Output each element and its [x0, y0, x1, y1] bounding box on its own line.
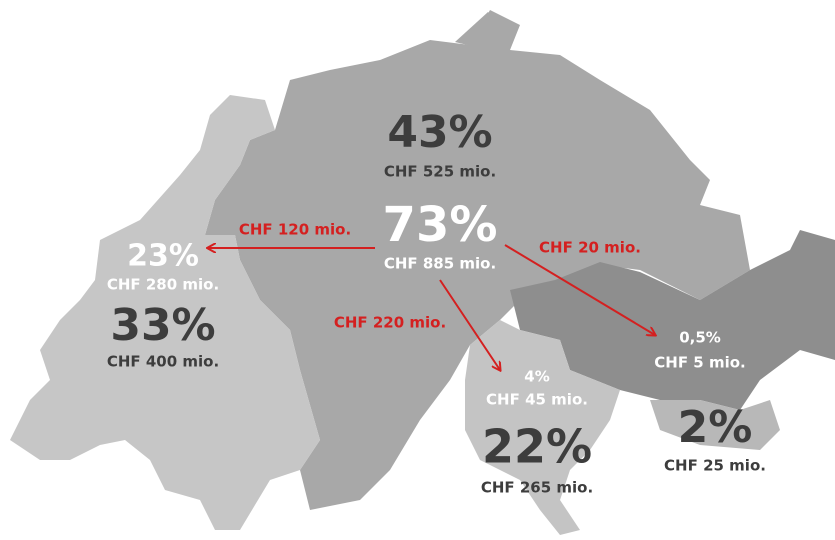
flow-arrow	[504, 244, 655, 335]
amount: CHF 5 mio.	[654, 354, 745, 372]
amount: CHF 400 mio.	[107, 353, 219, 371]
share: 2%	[678, 402, 753, 453]
amount: CHF 885 mio.	[384, 255, 496, 273]
region-island	[455, 12, 505, 48]
share: 22%	[482, 420, 592, 474]
region-central	[205, 10, 750, 510]
share: 43%	[387, 107, 492, 158]
amount: CHF 280 mio.	[107, 276, 219, 294]
region-southeast-small	[650, 400, 780, 450]
share: 4%	[524, 368, 549, 386]
share: 0,5%	[679, 329, 721, 347]
share: 73%	[383, 197, 498, 253]
share: 23%	[127, 239, 199, 274]
region-south	[465, 320, 620, 535]
amount: CHF 25 mio.	[664, 457, 766, 475]
flow-label: CHF 220 mio.	[334, 314, 446, 332]
amount: CHF 265 mio.	[481, 479, 593, 497]
amount: CHF 45 mio.	[486, 391, 588, 409]
flow-arrow	[439, 279, 500, 370]
share: 33%	[110, 300, 215, 351]
flow-label: CHF 120 mio.	[239, 221, 351, 239]
flow-label: CHF 20 mio.	[539, 239, 641, 257]
region-southeast	[510, 230, 835, 410]
region-west	[10, 95, 320, 530]
amount: CHF 525 mio.	[384, 163, 496, 181]
